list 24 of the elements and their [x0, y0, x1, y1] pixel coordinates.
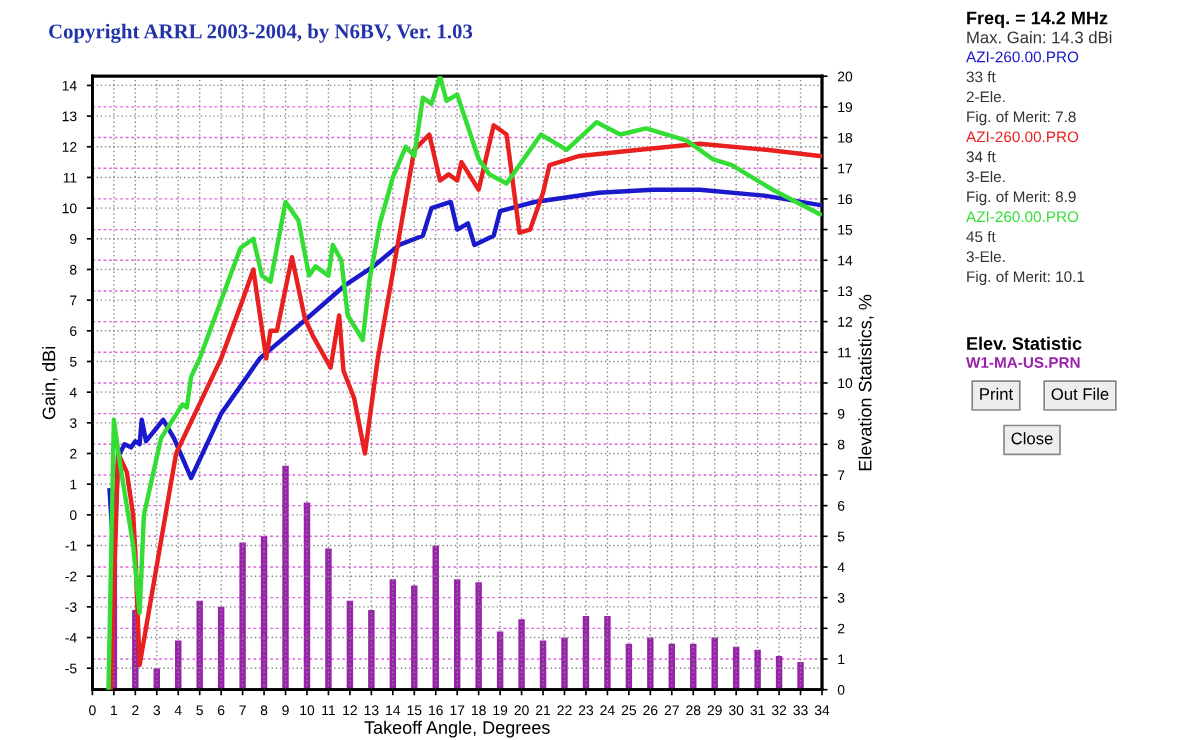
- text: Close: [1011, 432, 1053, 445]
- bar: [647, 637, 654, 690]
- bar: [711, 637, 718, 690]
- bar: [325, 548, 332, 690]
- bar: [368, 609, 375, 690]
- y-axis-title: Gain, dBi: [42, 347, 58, 420]
- bar: [239, 542, 246, 690]
- bar: [561, 637, 568, 690]
- bar: [754, 649, 761, 690]
- bar: [604, 616, 611, 690]
- text: Max. Gain: 14.3 dBi: [967, 31, 1112, 44]
- bar: [411, 585, 418, 690]
- x-axis-title: Takeoff Angle, Degrees: [364, 720, 550, 738]
- bar: [282, 465, 289, 690]
- bar: [196, 600, 203, 690]
- chart-title: Copyright ARRL 2003-2004, by N6BV, Ver. 1.03: [49, 23, 473, 43]
- y2-axis-title: Elevation Statistics, %: [858, 294, 874, 471]
- bar: [797, 662, 804, 690]
- text: Print: [980, 387, 1014, 400]
- text: Freq. = 14.2 MHz: [967, 11, 1108, 28]
- text: Elev. Statistic: [967, 336, 1082, 350]
- bar: [518, 619, 525, 690]
- bar: [475, 582, 482, 690]
- text: Out File: [1051, 387, 1109, 400]
